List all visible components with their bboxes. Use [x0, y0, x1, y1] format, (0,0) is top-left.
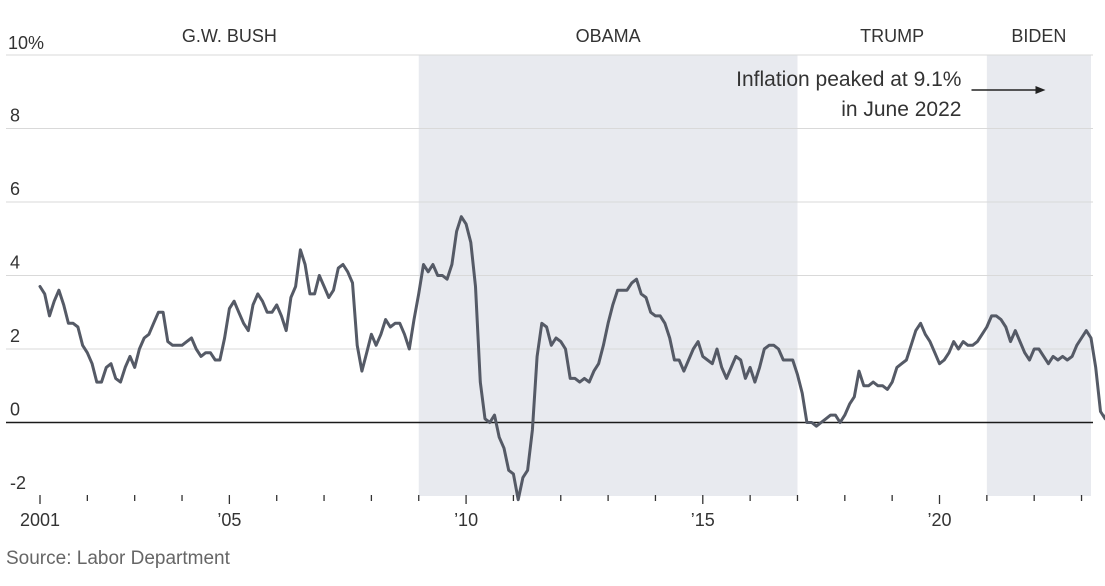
- presidency-labels: G.W. BUSH OBAMA TRUMP BIDEN: [182, 26, 1067, 46]
- series-line-0: [38, 215, 1105, 502]
- presidency-label-3: BIDEN: [1011, 26, 1066, 46]
- annotation-text-0-0: Inflation peaked at 9.1%: [736, 68, 961, 91]
- x-axis: 2001 ’05 ’10 ’15 ’20: [20, 495, 1083, 530]
- series-lines: [38, 215, 1105, 502]
- y-tick-label-0: 0: [10, 400, 20, 420]
- peak-annotation: Inflation peaked at 9.1% in June 2022: [736, 68, 1046, 121]
- y-tick-label-4: 4: [10, 253, 20, 273]
- y-tick-label--2: -2: [10, 473, 26, 493]
- y-tick-label-8: 8: [10, 106, 20, 126]
- y-tick-label-2: 2: [10, 326, 20, 346]
- presidency-label-2: TRUMP: [860, 26, 924, 46]
- source-note: Source: Labor Department: [6, 548, 230, 569]
- annotation-arrow-head-0: [1035, 86, 1046, 94]
- y-tick-label-6: 6: [10, 179, 20, 199]
- gridlines: [6, 54, 1093, 424]
- annotation-text-0-1: in June 2022: [841, 98, 961, 121]
- x-tick-label-2005: ’05: [217, 510, 241, 530]
- x-tick-label-2010: ’10: [454, 510, 478, 530]
- x-tick-label-2020: ’20: [927, 510, 951, 530]
- x-tick-label-2001: 2001: [20, 510, 60, 530]
- y-axis-tick-labels: 10% -2 0 2 4 6 8: [8, 33, 44, 493]
- presidency-label-1: OBAMA: [576, 26, 641, 46]
- y-tick-label-top: 10%: [8, 33, 44, 53]
- x-tick-label-2015: ’15: [691, 510, 715, 530]
- presidency-label-0: G.W. BUSH: [182, 26, 277, 46]
